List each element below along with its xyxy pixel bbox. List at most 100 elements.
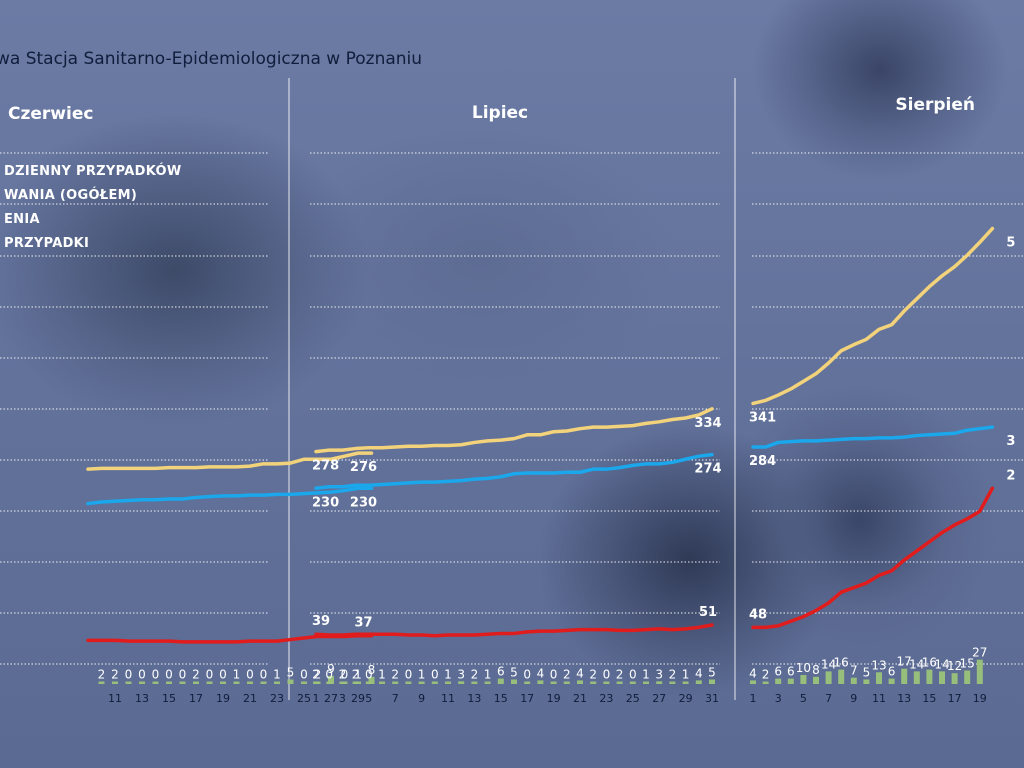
daily-label-1-11: 3 <box>457 667 465 681</box>
x-tick-1-3: 7 <box>392 692 399 705</box>
daily-label-0-9: 0 <box>206 668 214 682</box>
daily-bar-1-5 <box>379 681 385 684</box>
x-tick-0-6: 23 <box>270 692 284 705</box>
daily-bar-2-8 <box>850 677 857 684</box>
daily-label-1-18: 0 <box>550 668 558 682</box>
legend: DZIENNY PRZYPADKÓW WANIA (OGÓŁEM) ENIA PRZY… <box>4 163 181 251</box>
x-tick-2-8: 17 <box>948 692 962 705</box>
x-tick-2-9: 19 <box>973 692 987 705</box>
daily-label-0-21: 8 <box>368 663 376 677</box>
daily-bar-0-9 <box>206 681 213 684</box>
end-label-1-0: 278 <box>312 459 339 474</box>
month-title-0: Czerwiec <box>8 104 93 124</box>
yellow-line-1 <box>314 407 714 454</box>
daily-label-1-7: 0 <box>405 668 413 682</box>
x-tick-1-1: 3 <box>339 692 346 705</box>
x-tick-0-7: 25 <box>297 692 311 705</box>
daily-bar-0-13 <box>260 681 267 684</box>
end-label-2-3: 5 <box>1006 236 1015 251</box>
daily-bar-1-20 <box>577 680 583 684</box>
daily-label-1-13: 1 <box>484 668 492 682</box>
daily-bar-2-17 <box>964 670 971 684</box>
daily-bar-0-21 <box>368 676 375 684</box>
daily-bar-2-5 <box>813 676 819 684</box>
daily-label-1-26: 3 <box>655 667 663 681</box>
daily-bar-1-21 <box>590 681 597 684</box>
daily-bar-1-16 <box>524 681 531 684</box>
daily-bar-0-14 <box>274 681 280 684</box>
x-tick-0-5: 21 <box>243 692 257 705</box>
daily-bar-1-2 <box>339 681 346 684</box>
x-ticks-0: 11 13 15 17 19 21 23 25 27 29 <box>108 692 365 705</box>
daily-label-1-22: 0 <box>603 668 611 682</box>
daily-bar-0-8 <box>193 681 199 684</box>
yellow-line-0 <box>86 451 374 471</box>
daily-label-2-13: 14 <box>909 657 924 671</box>
daily-bar-0-5 <box>152 681 159 684</box>
daily-bar-1-14 <box>497 678 504 684</box>
x-tick-0-8: 27 <box>324 692 338 705</box>
daily-bar-1-12 <box>471 681 478 684</box>
daily-bar-1-13 <box>484 681 491 684</box>
legend-item-1: WANIA (OGÓŁEM) <box>4 187 137 203</box>
x-tick-0-9: 29 <box>351 692 365 705</box>
daily-bar-2-18 <box>976 659 983 684</box>
daily-label-1-25: 1 <box>642 668 650 682</box>
daily-label-2-4: 10 <box>796 661 811 675</box>
daily-label-0-7: 0 <box>179 668 187 682</box>
x-tick-1-9: 19 <box>547 692 561 705</box>
daily-bar-2-7 <box>838 669 845 684</box>
x-tick-2-0: 1 <box>750 692 757 705</box>
daily-bar-1-25 <box>643 681 649 684</box>
daily-label-2-3: 6 <box>787 665 795 679</box>
daily-bar-1-11 <box>458 681 465 684</box>
x-tick-1-13: 27 <box>652 692 666 705</box>
x-tick-0-4: 19 <box>216 692 230 705</box>
daily-label-1-28: 1 <box>682 668 690 682</box>
daily-bar-0-10 <box>220 681 226 684</box>
daily-bar-1-30 <box>709 679 715 684</box>
daily-bar-1-6 <box>392 681 399 684</box>
daily-label-0-8: 2 <box>192 668 200 682</box>
daily-label-2-8: 7 <box>850 664 858 678</box>
daily-bar-2-12 <box>901 668 908 684</box>
red-line-0 <box>86 633 374 644</box>
end-label-0-0: 276 <box>350 460 377 475</box>
x-tick-1-11: 23 <box>599 692 613 705</box>
daily-bar-1-17 <box>537 680 544 684</box>
x-tick-1-14: 29 <box>679 692 693 705</box>
daily-label-2-0: 4 <box>749 666 757 680</box>
x-tick-1-6: 13 <box>467 692 481 705</box>
x-tick-2-7: 15 <box>922 692 936 705</box>
daily-bar-2-13 <box>913 671 920 684</box>
x-tick-1-5: 11 <box>441 692 455 705</box>
end-label-2-0: 341 <box>749 410 776 425</box>
end-label-0-1: 230 <box>350 495 377 510</box>
daily-label-0-1: 2 <box>98 668 106 682</box>
end-label-2-1: 284 <box>749 454 776 469</box>
daily-label-1-6: 2 <box>391 668 399 682</box>
daily-bar-2-16 <box>951 673 958 684</box>
x-ticks-1: 1 3 5 7 9 11 13 15 17 19 21 23 25 27 29 31 <box>313 692 720 705</box>
daily-bar-2-0 <box>750 680 756 684</box>
daily-bar-1-0 <box>313 681 319 684</box>
daily-label-1-23: 2 <box>616 668 624 682</box>
daily-bar-1-18 <box>550 681 557 684</box>
daily-bar-1-8 <box>418 681 425 684</box>
legend-item-3: PRZYPADKI <box>4 236 89 251</box>
daily-bar-2-9 <box>863 679 870 684</box>
end-label-1-2: 39 <box>312 614 330 629</box>
x-tick-0-1: 13 <box>135 692 149 705</box>
gridlines <box>0 152 1024 665</box>
daily-label-0-20: 1 <box>354 668 362 682</box>
daily-bar-2-15 <box>939 671 945 684</box>
x-tick-1-10: 21 <box>573 692 587 705</box>
daily-label-0-19: 0 <box>341 668 349 682</box>
daily-label-1-3: 2 <box>352 668 360 682</box>
yellow-line-2 <box>751 226 995 406</box>
daily-label-1-15: 5 <box>510 666 518 680</box>
x-tick-1-15: 31 <box>705 692 719 705</box>
